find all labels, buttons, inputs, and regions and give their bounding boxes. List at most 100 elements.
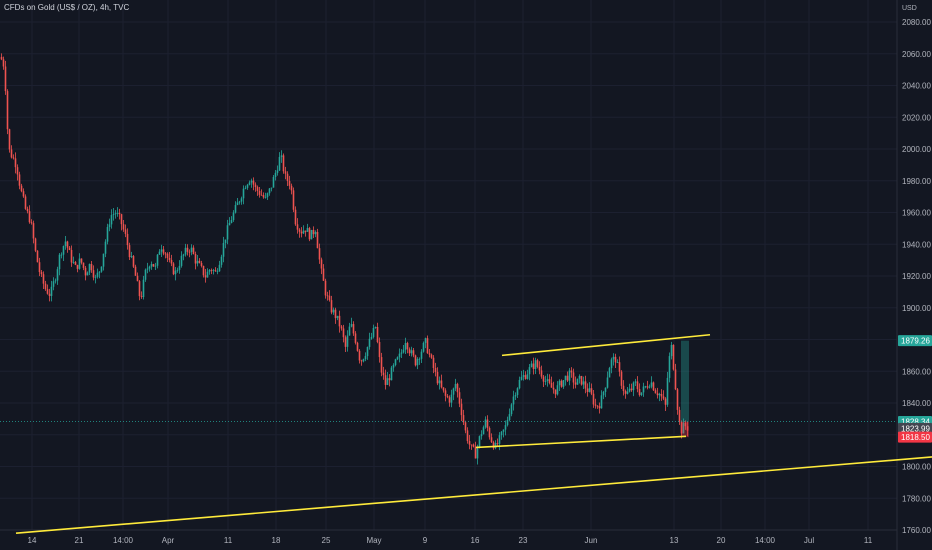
candle-body (74, 262, 77, 265)
candle-body (310, 229, 313, 240)
candle-body (82, 262, 85, 268)
candle-body (160, 249, 163, 252)
candle-body (334, 309, 337, 319)
candle-body (490, 437, 493, 443)
candle-body (316, 232, 319, 249)
x-tick-label: 11 (864, 536, 873, 545)
candle-body (356, 342, 359, 351)
candle-body (406, 342, 409, 350)
candle-body (436, 371, 439, 384)
y-tick-label: 2000.00 (902, 145, 931, 154)
y-tick-label: 1800.00 (902, 463, 931, 472)
candle-body (592, 393, 595, 405)
candle-body (464, 422, 467, 431)
y-tick-label: 1920.00 (902, 272, 931, 281)
candle-body (628, 388, 631, 392)
x-tick-label: 18 (272, 536, 281, 545)
candle-body (468, 441, 471, 445)
candle-body (444, 390, 447, 396)
candle-body (664, 398, 667, 405)
candle-body (298, 229, 301, 232)
candle-body (112, 214, 115, 216)
candle-body (410, 350, 413, 354)
candle-body (366, 347, 369, 357)
candle-body (268, 188, 271, 194)
candle-body (278, 156, 281, 171)
candle-body (430, 354, 433, 358)
y-tick-label: 1960.00 (902, 209, 931, 218)
candle-body (426, 338, 429, 354)
candle-body (470, 444, 473, 446)
candle-body (652, 382, 655, 391)
candle-body (284, 171, 287, 174)
candle-body (198, 260, 201, 264)
candle-body (358, 350, 361, 361)
candle-body (518, 379, 521, 389)
candle-body (324, 280, 327, 296)
candle-body (62, 246, 65, 255)
candle-body (234, 205, 237, 213)
candle-body (678, 409, 681, 422)
candle-body (424, 338, 427, 343)
candle-body (450, 394, 453, 403)
candle-body (102, 253, 105, 267)
candle-body (614, 356, 617, 363)
candle-body (572, 372, 575, 383)
candle-body (612, 356, 615, 360)
candle-body (190, 247, 193, 252)
candle-body (42, 274, 45, 284)
candle-body (552, 387, 555, 390)
candle-body (352, 324, 355, 334)
candle-body (582, 381, 585, 385)
candle-body (306, 228, 309, 232)
price-badge-text: 1828.34 (901, 418, 930, 427)
candle-body (44, 283, 47, 290)
candle-body (110, 215, 113, 225)
x-tick-label: 21 (75, 536, 84, 545)
candle-body (76, 264, 79, 269)
candle-body (668, 356, 671, 378)
candle-body (138, 281, 141, 297)
candle-body (116, 212, 119, 214)
candle-body (210, 270, 213, 271)
candle-body (348, 326, 351, 336)
candle-body (492, 442, 495, 449)
candle-body (274, 172, 277, 178)
candle-body (660, 393, 663, 397)
candle-body (622, 385, 625, 391)
candle-body (156, 254, 159, 266)
candle-body (218, 264, 221, 272)
candle-body (238, 201, 241, 203)
candle-body (558, 380, 561, 386)
position-box-loss (681, 421, 689, 438)
candle-body (584, 381, 587, 389)
candle-body (586, 388, 589, 392)
candle-body (462, 415, 465, 423)
candle-body (672, 344, 675, 370)
candle-body (124, 229, 127, 234)
candle-body (250, 180, 253, 183)
price-badge (898, 431, 932, 443)
candle-body (14, 158, 17, 168)
candle-body (130, 256, 133, 258)
candle-body (418, 358, 421, 360)
candle-body (96, 272, 99, 277)
candle-body (66, 241, 69, 248)
candle-body (480, 434, 483, 437)
y-tick-label: 2080.00 (902, 18, 931, 27)
x-tick-label: 25 (322, 536, 331, 545)
price-badge (898, 335, 932, 347)
candle-body (244, 187, 247, 189)
candle-body (282, 155, 285, 172)
candle-body (452, 388, 455, 395)
candle-body (176, 269, 179, 271)
candle-body (562, 380, 565, 387)
candle-body (280, 155, 283, 157)
candle-body (460, 403, 463, 416)
candle-body (656, 393, 659, 396)
candle-body (488, 427, 491, 438)
candle-body (24, 196, 27, 209)
candle-body (378, 342, 381, 358)
